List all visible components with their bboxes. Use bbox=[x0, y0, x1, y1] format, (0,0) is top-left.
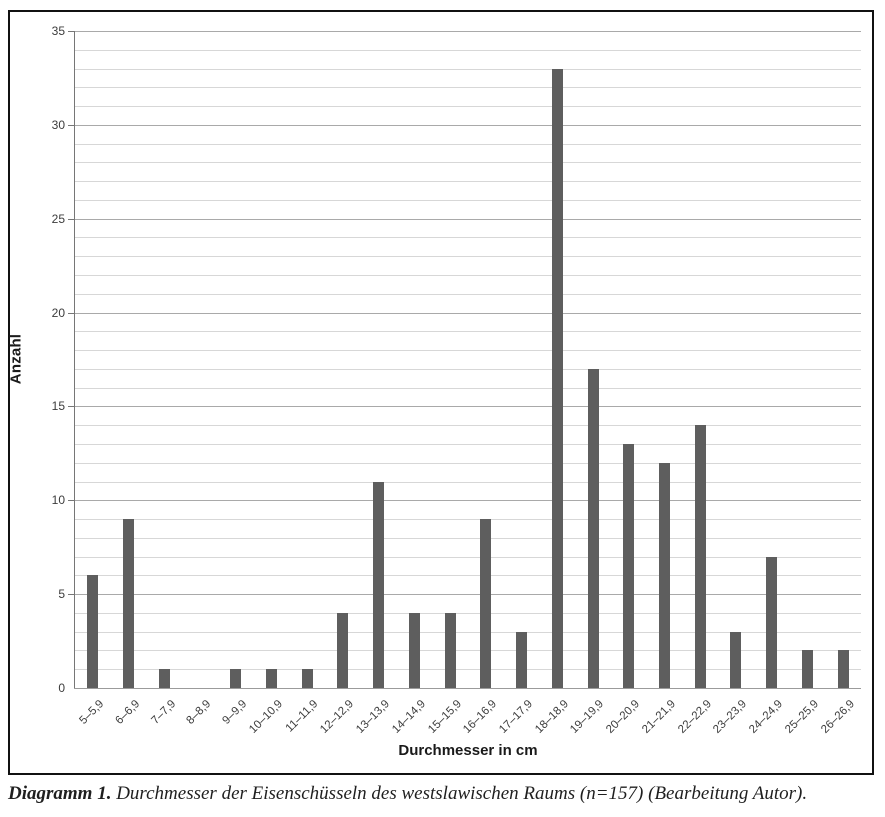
bar bbox=[623, 443, 635, 688]
bar bbox=[444, 612, 456, 688]
minor-gridline bbox=[75, 631, 861, 633]
minor-gridline bbox=[75, 199, 861, 201]
x-axis-title: Durchmesser in cm bbox=[398, 742, 538, 759]
y-axis-tick bbox=[68, 218, 74, 220]
bar bbox=[230, 669, 242, 688]
y-axis-tick bbox=[68, 406, 74, 408]
minor-gridline bbox=[75, 49, 861, 51]
major-gridline bbox=[75, 594, 861, 596]
y-tick-label: 20 bbox=[51, 305, 65, 320]
caption-text: Durchmesser der Eisenschüsseln des wests… bbox=[111, 783, 808, 804]
chart-frame bbox=[8, 10, 874, 775]
minor-gridline bbox=[75, 425, 861, 427]
major-gridline bbox=[75, 218, 861, 220]
bar bbox=[301, 669, 313, 688]
bar bbox=[480, 519, 492, 688]
minor-gridline bbox=[75, 481, 861, 483]
caption-label: Diagramm 1. bbox=[8, 783, 112, 804]
minor-gridline bbox=[75, 143, 861, 145]
y-axis-tick bbox=[68, 31, 74, 32]
y-tick-label: 5 bbox=[58, 587, 65, 602]
major-gridline bbox=[75, 124, 861, 126]
bar bbox=[837, 650, 849, 688]
minor-gridline bbox=[75, 368, 861, 370]
minor-gridline bbox=[75, 537, 861, 539]
minor-gridline bbox=[75, 162, 861, 164]
bar bbox=[408, 612, 420, 688]
bar bbox=[551, 68, 563, 688]
bar bbox=[337, 612, 349, 688]
y-axis-tick bbox=[68, 124, 74, 126]
minor-gridline bbox=[75, 68, 861, 70]
minor-gridline bbox=[75, 87, 861, 89]
y-tick-label: 0 bbox=[58, 681, 65, 695]
y-axis-tick bbox=[68, 500, 74, 502]
bar bbox=[730, 631, 742, 688]
bar bbox=[694, 425, 706, 688]
bar bbox=[158, 669, 170, 688]
bar bbox=[801, 650, 813, 688]
bar bbox=[587, 368, 599, 688]
y-tick-label: 35 bbox=[51, 24, 65, 38]
minor-gridline bbox=[75, 293, 861, 295]
y-axis-line bbox=[74, 31, 75, 688]
y-tick-label: 15 bbox=[51, 399, 65, 414]
minor-gridline bbox=[75, 556, 861, 558]
bar bbox=[123, 519, 135, 688]
figure-caption: Diagramm 1. Durchmesser der Eisenschüsse… bbox=[8, 781, 878, 807]
minor-gridline bbox=[75, 669, 861, 671]
minor-gridline bbox=[75, 331, 861, 333]
minor-gridline bbox=[75, 275, 861, 277]
minor-gridline bbox=[75, 350, 861, 352]
bar bbox=[516, 631, 528, 688]
minor-gridline bbox=[75, 387, 861, 389]
major-gridline bbox=[75, 312, 861, 314]
bar bbox=[373, 481, 385, 688]
y-axis-tick bbox=[68, 594, 74, 596]
minor-gridline bbox=[75, 575, 861, 577]
bar bbox=[266, 669, 277, 688]
y-tick-label: 10 bbox=[51, 493, 65, 508]
y-axis-tick bbox=[68, 312, 74, 314]
bar bbox=[659, 462, 670, 688]
minor-gridline bbox=[75, 256, 861, 258]
bar bbox=[766, 556, 778, 688]
bar bbox=[87, 575, 99, 688]
plot-area: 0 5 10 15 20 25 30 35 5–5,9 6–6,9 7–7,9 8–8,9 9–9,9 1… bbox=[52, 24, 861, 736]
minor-gridline bbox=[75, 650, 861, 652]
minor-gridline bbox=[75, 181, 861, 183]
minor-gridline bbox=[75, 106, 861, 108]
major-gridline bbox=[75, 31, 861, 32]
major-gridline bbox=[75, 500, 861, 502]
x-axis-line bbox=[74, 688, 861, 689]
y-axis-title: Anzahl bbox=[7, 333, 25, 385]
minor-gridline bbox=[75, 462, 861, 464]
minor-gridline bbox=[75, 443, 861, 445]
y-tick-label: 25 bbox=[51, 211, 65, 226]
minor-gridline bbox=[75, 612, 861, 614]
minor-gridline bbox=[75, 237, 861, 239]
major-gridline bbox=[75, 406, 861, 408]
minor-gridline bbox=[75, 519, 861, 521]
y-tick-label: 30 bbox=[51, 117, 65, 132]
